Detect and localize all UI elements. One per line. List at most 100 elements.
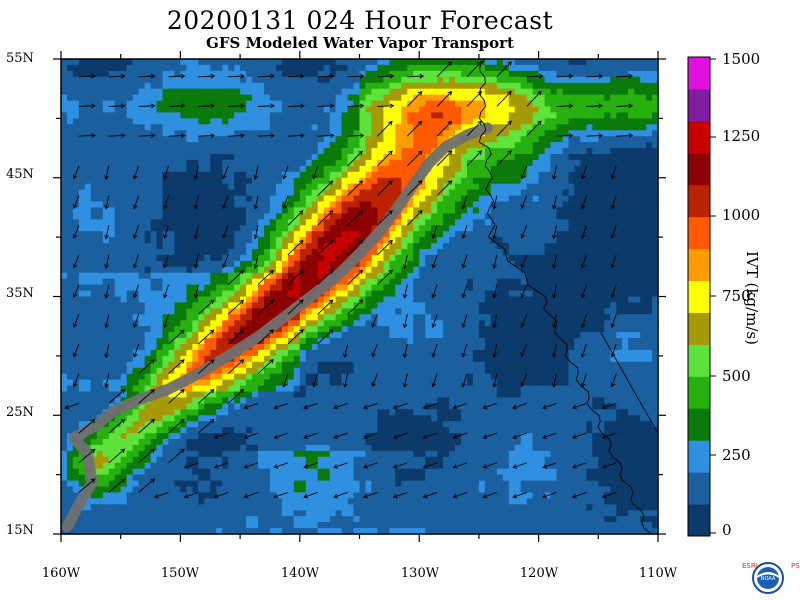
ivt-cell (556, 254, 564, 262)
ivt-cell (174, 278, 181, 286)
ivt-cell (467, 266, 474, 274)
ivt-cell (383, 249, 390, 256)
ivt-cell (413, 349, 420, 357)
ivt-cell (568, 266, 576, 274)
ivt-cell (484, 213, 492, 220)
ivt-cell (610, 142, 617, 149)
ivt-cell (174, 344, 181, 351)
ivt-cell (96, 225, 104, 232)
ivt-cell (162, 349, 170, 357)
ivt-cell (514, 326, 522, 333)
ivt-cell (84, 82, 92, 90)
ivt-cell (550, 225, 558, 232)
ivt-cell (150, 100, 158, 108)
ivt-cell (550, 106, 558, 113)
ivt-cell (592, 254, 599, 262)
ivt-cell (431, 308, 438, 315)
ivt-cell (84, 284, 92, 292)
ivt-cell (490, 308, 498, 315)
ivt-cell (228, 70, 235, 78)
ivt-cell (120, 88, 128, 96)
ivt-cell (598, 165, 605, 173)
ivt-cell (168, 237, 176, 244)
ivt-cell (168, 76, 176, 84)
ivt-cell (132, 94, 140, 102)
ivt-cell (514, 338, 522, 345)
ivt-cell (78, 249, 86, 256)
ivt-cell (604, 237, 611, 244)
ivt-cell (574, 349, 581, 357)
ivt-cell (526, 59, 534, 66)
ivt-cell (443, 278, 450, 286)
ivt-cell (490, 349, 498, 357)
ivt-cell (347, 136, 355, 143)
ivt-cell (264, 284, 271, 292)
ivt-cell (514, 302, 522, 309)
ivt-cell (252, 183, 259, 191)
ivt-cell (264, 100, 271, 108)
ivt-cell (449, 344, 456, 351)
ivt-cell (210, 349, 217, 357)
ivt-cell (574, 59, 581, 66)
ivt-cell (371, 326, 378, 333)
ivt-cell (646, 284, 653, 292)
ivt-cell (168, 332, 176, 339)
ivt-cell (490, 284, 498, 292)
ivt-cell (413, 130, 420, 137)
ivt-cell (204, 70, 211, 78)
ivt-cell (449, 272, 456, 280)
ivt-cell (174, 266, 181, 274)
ivt-cell (192, 338, 199, 345)
ivt-cell (329, 308, 337, 315)
ivt-cell (490, 171, 498, 179)
ivt-cell (431, 338, 438, 345)
ivt-cell (574, 64, 581, 72)
ivt-cell (264, 254, 271, 262)
ivt-cell (484, 142, 492, 149)
ivt-cell (299, 284, 307, 292)
ivt-cell (610, 136, 617, 143)
ivt-cell (234, 231, 241, 238)
ivt-cell (395, 254, 402, 262)
ivt-cell (216, 76, 223, 84)
ivt-cell (449, 100, 456, 108)
ivt-cell (96, 272, 104, 280)
ivt-cell (467, 308, 474, 315)
ivt-cell (550, 118, 558, 125)
ivt-cell (592, 82, 599, 90)
ivt-cell (293, 254, 301, 262)
ivt-cell (472, 243, 480, 250)
ivt-cell (610, 148, 617, 155)
ivt-cell (544, 326, 552, 333)
ivt-cell (586, 296, 593, 303)
ivt-cell (299, 332, 307, 339)
ivt-cell (646, 64, 653, 72)
ivt-cell (478, 159, 486, 167)
ivt-cell (622, 314, 629, 321)
ivt-cell (389, 290, 396, 298)
ivt-cell (449, 201, 456, 208)
ivt-cell (258, 130, 265, 137)
ivt-cell (562, 124, 570, 131)
ivt-cell (114, 326, 122, 333)
ivt-cell (240, 70, 247, 78)
ivt-cell (580, 154, 587, 161)
ivt-cell (496, 254, 504, 262)
ivt-cell (520, 64, 528, 72)
ivt-cell (455, 106, 462, 113)
ivt-cell (198, 171, 205, 179)
ivt-cell (252, 136, 259, 143)
ivt-cell (425, 130, 432, 137)
ivt-cell (646, 124, 653, 131)
ivt-cell (628, 296, 635, 303)
ivt-cell (210, 136, 217, 143)
ivt-cell (425, 171, 432, 179)
ivt-cell (616, 64, 623, 72)
ivt-cell (646, 272, 653, 280)
ivt-cell (610, 94, 617, 102)
ivt-cell (425, 177, 432, 185)
ivt-cell (461, 219, 468, 226)
ivt-cell (120, 136, 128, 143)
ivt-cell (269, 88, 277, 96)
ivt-cell (84, 272, 92, 280)
